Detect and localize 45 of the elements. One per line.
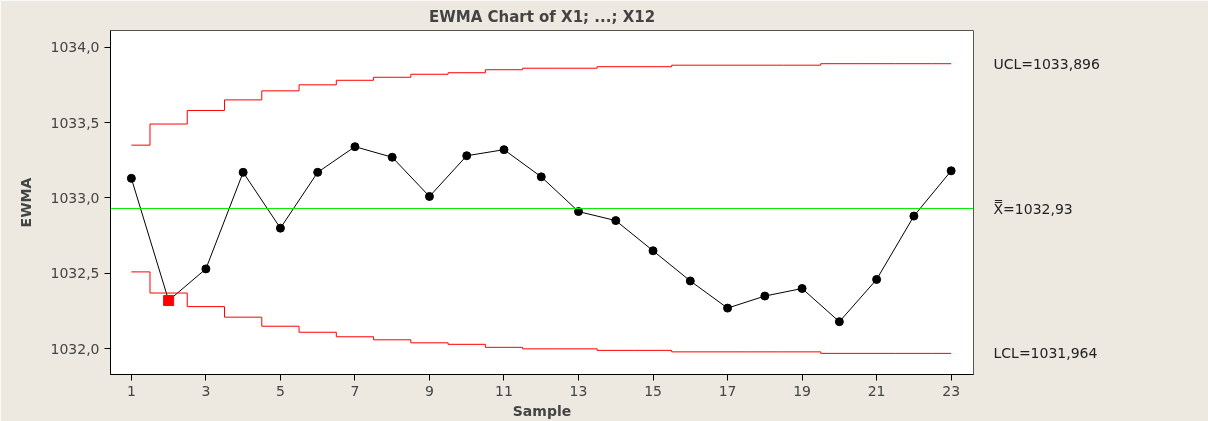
- point: [424, 191, 434, 201]
- point: [462, 151, 472, 161]
- x-tick-label: 11: [495, 382, 513, 399]
- point: [648, 246, 658, 256]
- point: [685, 276, 695, 286]
- point: [909, 211, 919, 221]
- text: UCL=1033,896: [993, 55, 1100, 72]
- point: [536, 172, 546, 182]
- text: LCL=1031,964: [993, 345, 1098, 362]
- x-tick-label: 23: [942, 382, 961, 399]
- x-axis-title: Sample: [512, 402, 572, 419]
- y-axis-title: EWMA: [17, 177, 34, 228]
- point: [201, 264, 211, 274]
- point: [350, 142, 360, 152]
- x-tick-label: 19: [793, 382, 812, 399]
- x-tick-label: 7: [350, 382, 360, 399]
- point: [387, 152, 397, 162]
- point: [238, 167, 248, 177]
- y-tick-label: 1032,0: [50, 340, 100, 357]
- x-tick-label: 9: [425, 382, 434, 399]
- point: [946, 166, 956, 176]
- point: [574, 207, 584, 217]
- y-tick-label: 1034,0: [50, 39, 100, 56]
- ref-line-label: X̿=1032,93: [993, 199, 1073, 217]
- x-tick-label: 1: [126, 382, 136, 399]
- x-tick-label: 3: [201, 382, 211, 399]
- point: [872, 274, 882, 284]
- point: [834, 317, 844, 327]
- x-tick-label: 17: [718, 382, 737, 399]
- y-tick-label: 1032,5: [50, 265, 100, 282]
- chart-title: EWMA Chart of X1; ...; X12: [428, 7, 656, 26]
- x-tick-label: 21: [867, 382, 886, 399]
- point: [797, 284, 807, 293]
- y-tick-label: 1033,5: [50, 114, 100, 131]
- x-tick-label: 13: [569, 382, 588, 399]
- point: [313, 167, 323, 177]
- x-tick-label: 15: [644, 382, 662, 399]
- point: [723, 303, 733, 313]
- point: [126, 173, 136, 183]
- point: [611, 216, 621, 226]
- x-tick-label: 5: [275, 382, 285, 399]
- point: [499, 145, 509, 155]
- point: [275, 223, 285, 233]
- point: [760, 291, 770, 301]
- y-tick-label: 1033,0: [50, 189, 100, 206]
